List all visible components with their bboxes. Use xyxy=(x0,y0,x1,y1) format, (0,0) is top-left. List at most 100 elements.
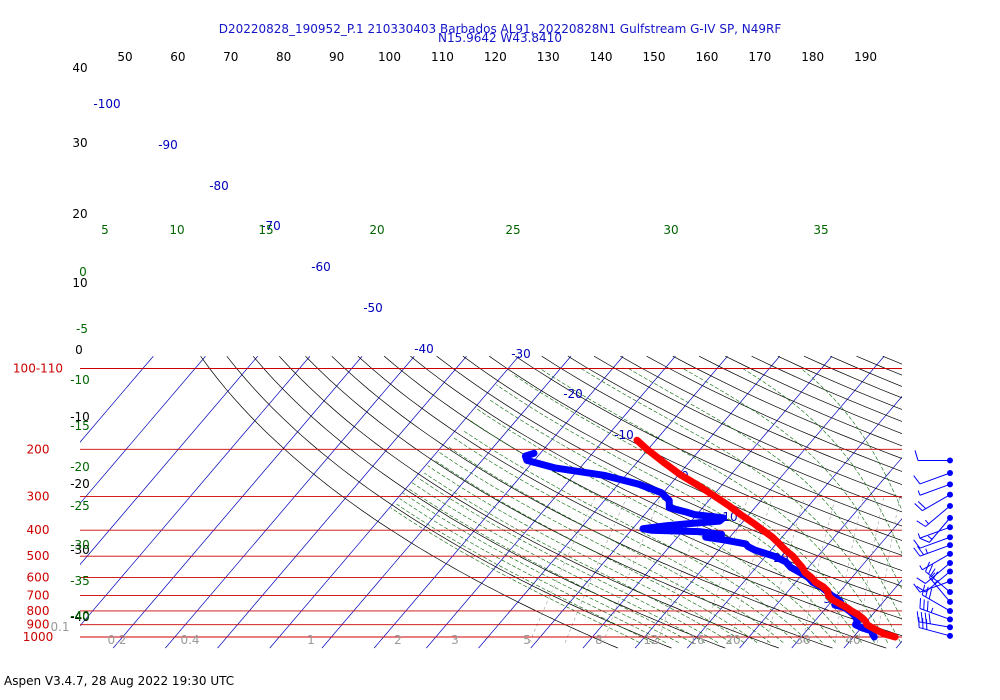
left-temperature-label: -40 xyxy=(70,610,90,624)
moist-adiabat-label: -35 xyxy=(70,574,90,588)
wind-barb xyxy=(913,534,953,549)
top-temperature-label: 120 xyxy=(484,50,507,64)
wind-barb-flag xyxy=(928,613,931,624)
top-temperature-label: 150 xyxy=(643,50,666,64)
moist-adiabat-label: 35 xyxy=(813,223,828,237)
mixing-ratio-line xyxy=(529,496,596,643)
dewpoint-trace-point xyxy=(853,622,858,627)
wind-barb-flag xyxy=(913,583,921,593)
moist-adiabat-label: 5 xyxy=(101,223,109,237)
grid-layer xyxy=(80,355,931,649)
isotherm-line xyxy=(373,355,624,649)
moist-adiabat-line xyxy=(452,436,797,643)
wind-barb-flag xyxy=(914,503,923,512)
isotherm-label: -30 xyxy=(511,347,531,361)
wind-barb xyxy=(916,559,953,584)
temperature-trace-point xyxy=(855,612,860,617)
mixing-ratio-line xyxy=(657,496,710,643)
dry-adiabat-line xyxy=(593,355,902,499)
top-temperature-label: 50 xyxy=(117,50,132,64)
moist-adiabat-line xyxy=(539,368,888,643)
wind-barb-staff xyxy=(925,571,951,593)
wind-barb-half-flag xyxy=(931,572,936,577)
dry-adiabat-line xyxy=(252,355,726,649)
isotherm-line xyxy=(217,355,467,649)
dry-adiabat-line xyxy=(462,355,902,571)
left-temperature-label: -20 xyxy=(70,477,90,491)
wind-barb xyxy=(917,481,953,496)
dewpoint-trace-point xyxy=(722,537,727,542)
mixing-ratio-label: 20 xyxy=(725,633,740,647)
wind-barb-staff xyxy=(922,594,951,612)
isotherm-label: -100 xyxy=(93,97,120,111)
mixing-ratio-label: 3 xyxy=(451,633,459,647)
moist-adiabat-line xyxy=(424,472,732,643)
moist-adiabat-line xyxy=(447,446,784,643)
chart-title-line-1: D20220828_190952_P.1 210330403 Barbados … xyxy=(218,22,782,36)
mixing-ratio-label: 1 xyxy=(307,633,315,647)
dry-adiabat-line xyxy=(305,355,833,649)
isotherm-line xyxy=(80,355,206,504)
dry-adiabat-line xyxy=(279,355,780,649)
wind-barb-flag xyxy=(926,600,929,612)
dry-adiabat-line xyxy=(331,355,887,649)
dewpoint-trace-point xyxy=(637,482,642,487)
left-temperature-label: 40 xyxy=(72,61,87,75)
temperature-trace-point xyxy=(777,541,782,546)
temperature-trace-point xyxy=(882,632,887,637)
isotherm-label: -80 xyxy=(209,179,229,193)
moist-adiabat-label: 25 xyxy=(505,223,520,237)
wind-barb-staff xyxy=(919,472,951,485)
dry-adiabat-line xyxy=(383,355,902,620)
moist-adiabat-line xyxy=(402,492,680,643)
dewpoint-trace-point xyxy=(659,490,664,495)
wind-barb xyxy=(913,578,953,593)
wind-barb-staff xyxy=(919,483,951,496)
mixing-ratio-line xyxy=(834,496,864,643)
temperature-trace-point xyxy=(645,447,650,452)
left-temperature-label: -10 xyxy=(70,410,90,424)
mixing-ratio-line xyxy=(913,497,931,643)
wind-barb-half-flag xyxy=(917,533,921,539)
isotherm-line xyxy=(895,640,902,649)
dewpoint-trace xyxy=(521,449,878,641)
isotherm-line xyxy=(582,355,833,649)
temperature-trace-point xyxy=(713,494,718,499)
isotherm-line xyxy=(165,355,415,649)
mixing-ratio-label: 5 xyxy=(523,633,531,647)
temperature-trace-point xyxy=(790,554,795,559)
isotherm-label: -70 xyxy=(261,219,281,233)
wind-barb-flag xyxy=(928,564,934,575)
dry-adiabat-line xyxy=(515,355,902,541)
moist-adiabat-line xyxy=(462,430,810,643)
wind-barb xyxy=(919,598,953,623)
wind-barb-flag xyxy=(921,584,926,596)
moist-adiabat-line xyxy=(399,498,666,643)
temperature-trace-point xyxy=(679,473,684,478)
temperature-trace-point xyxy=(697,484,702,489)
dry-adiabat-line xyxy=(436,355,902,587)
isotherm-line xyxy=(80,355,311,627)
wind-barb xyxy=(914,450,953,464)
temperature-trace-point xyxy=(795,559,800,564)
wind-barb-flag xyxy=(916,611,919,622)
pressure-label: 200 xyxy=(27,442,50,456)
left-temperature-label: -30 xyxy=(70,543,90,557)
mixing-ratio-label: 0.1 xyxy=(50,620,69,634)
temperature-trace-point xyxy=(830,597,835,602)
moist-adiabat-line xyxy=(396,503,653,643)
moist-adiabat-line xyxy=(438,451,771,643)
wind-barb-flag xyxy=(919,598,922,609)
wind-barb-flag xyxy=(919,537,930,543)
wind-barb-staff xyxy=(919,544,951,557)
temperature-trace-point xyxy=(809,575,814,580)
wind-barb-staff xyxy=(925,562,951,584)
isotherm-label: -40 xyxy=(414,342,434,356)
dewpoint-trace-point xyxy=(667,505,672,510)
top-temperature-label: 70 xyxy=(223,50,238,64)
top-temperature-label: 60 xyxy=(170,50,185,64)
left-temperature-label: 10 xyxy=(72,276,87,290)
isotherm-label: -50 xyxy=(363,301,383,315)
temperature-trace-point xyxy=(865,622,870,627)
temperature-trace-point xyxy=(727,503,732,508)
